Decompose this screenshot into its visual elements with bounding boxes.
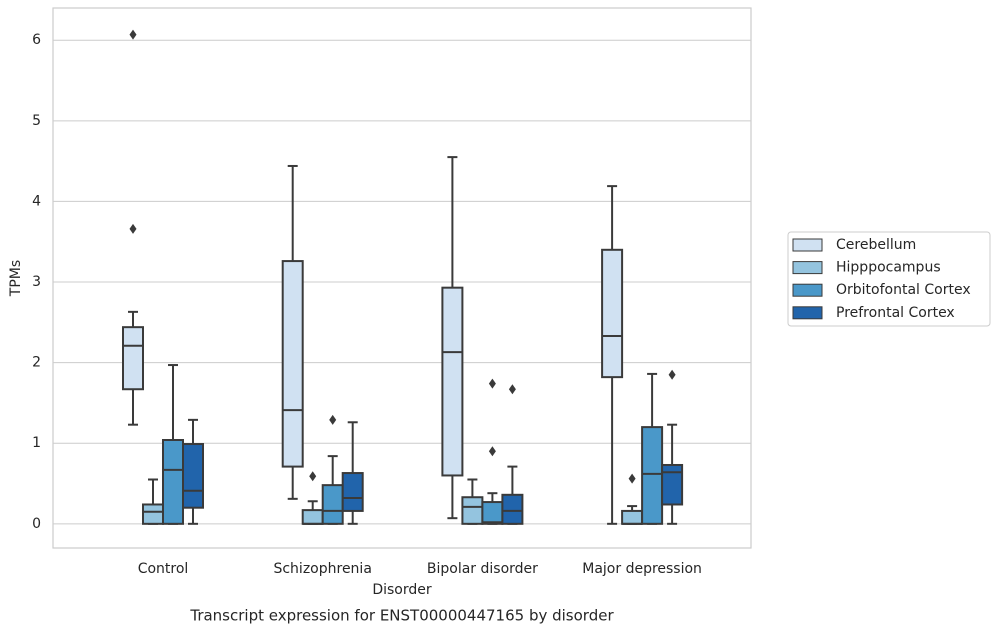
legend	[787, 231, 991, 327]
box	[301, 509, 324, 525]
box	[481, 501, 504, 525]
box	[621, 509, 644, 525]
x-tick-label: Schizophrenia	[273, 561, 371, 577]
outlier	[488, 446, 496, 457]
outlier	[488, 378, 496, 389]
chart-title: Transcript expression for ENST0000044716…	[189, 607, 614, 625]
outlier	[129, 29, 137, 40]
box	[182, 443, 204, 509]
y-tick-label: 6	[32, 32, 41, 48]
legend-label: Hipppocampus	[836, 260, 941, 276]
outlier	[129, 223, 137, 234]
outlier	[628, 473, 636, 484]
outlier	[309, 471, 317, 482]
x-tick-label: Control	[138, 561, 189, 577]
box	[341, 472, 364, 512]
x-axis-label: Disorder	[372, 582, 432, 598]
legend-label: Cerebellum	[836, 237, 916, 253]
legend-label: Orbitofontal Cortex	[836, 282, 971, 298]
y-tick-label: 5	[32, 113, 41, 129]
legend-swatch	[792, 306, 823, 320]
box	[142, 503, 164, 525]
box	[601, 248, 624, 379]
x-tick-label: Bipolar disorder	[427, 561, 538, 577]
box	[461, 496, 484, 525]
y-tick-label: 0	[32, 516, 41, 532]
y-tick-label: 4	[32, 193, 41, 209]
box	[281, 260, 304, 468]
box	[162, 439, 184, 525]
x-tick-label: Major depression	[582, 561, 702, 577]
outlier	[329, 414, 337, 425]
legend-swatch	[792, 238, 823, 252]
box	[661, 463, 684, 506]
box	[441, 286, 464, 477]
y-tick-label: 1	[32, 435, 41, 451]
box	[122, 326, 144, 391]
box	[321, 484, 344, 525]
outlier	[508, 384, 516, 395]
legend-label: Prefrontal Cortex	[836, 305, 955, 321]
legend-swatch	[792, 283, 823, 297]
box	[501, 493, 524, 525]
box	[641, 426, 664, 525]
y-tick-label: 3	[32, 274, 41, 290]
y-axis-label: TPMs	[8, 260, 24, 297]
outlier	[668, 369, 676, 380]
legend-swatch	[792, 261, 823, 275]
plot-frame	[52, 7, 752, 549]
y-tick-label: 2	[32, 355, 41, 371]
